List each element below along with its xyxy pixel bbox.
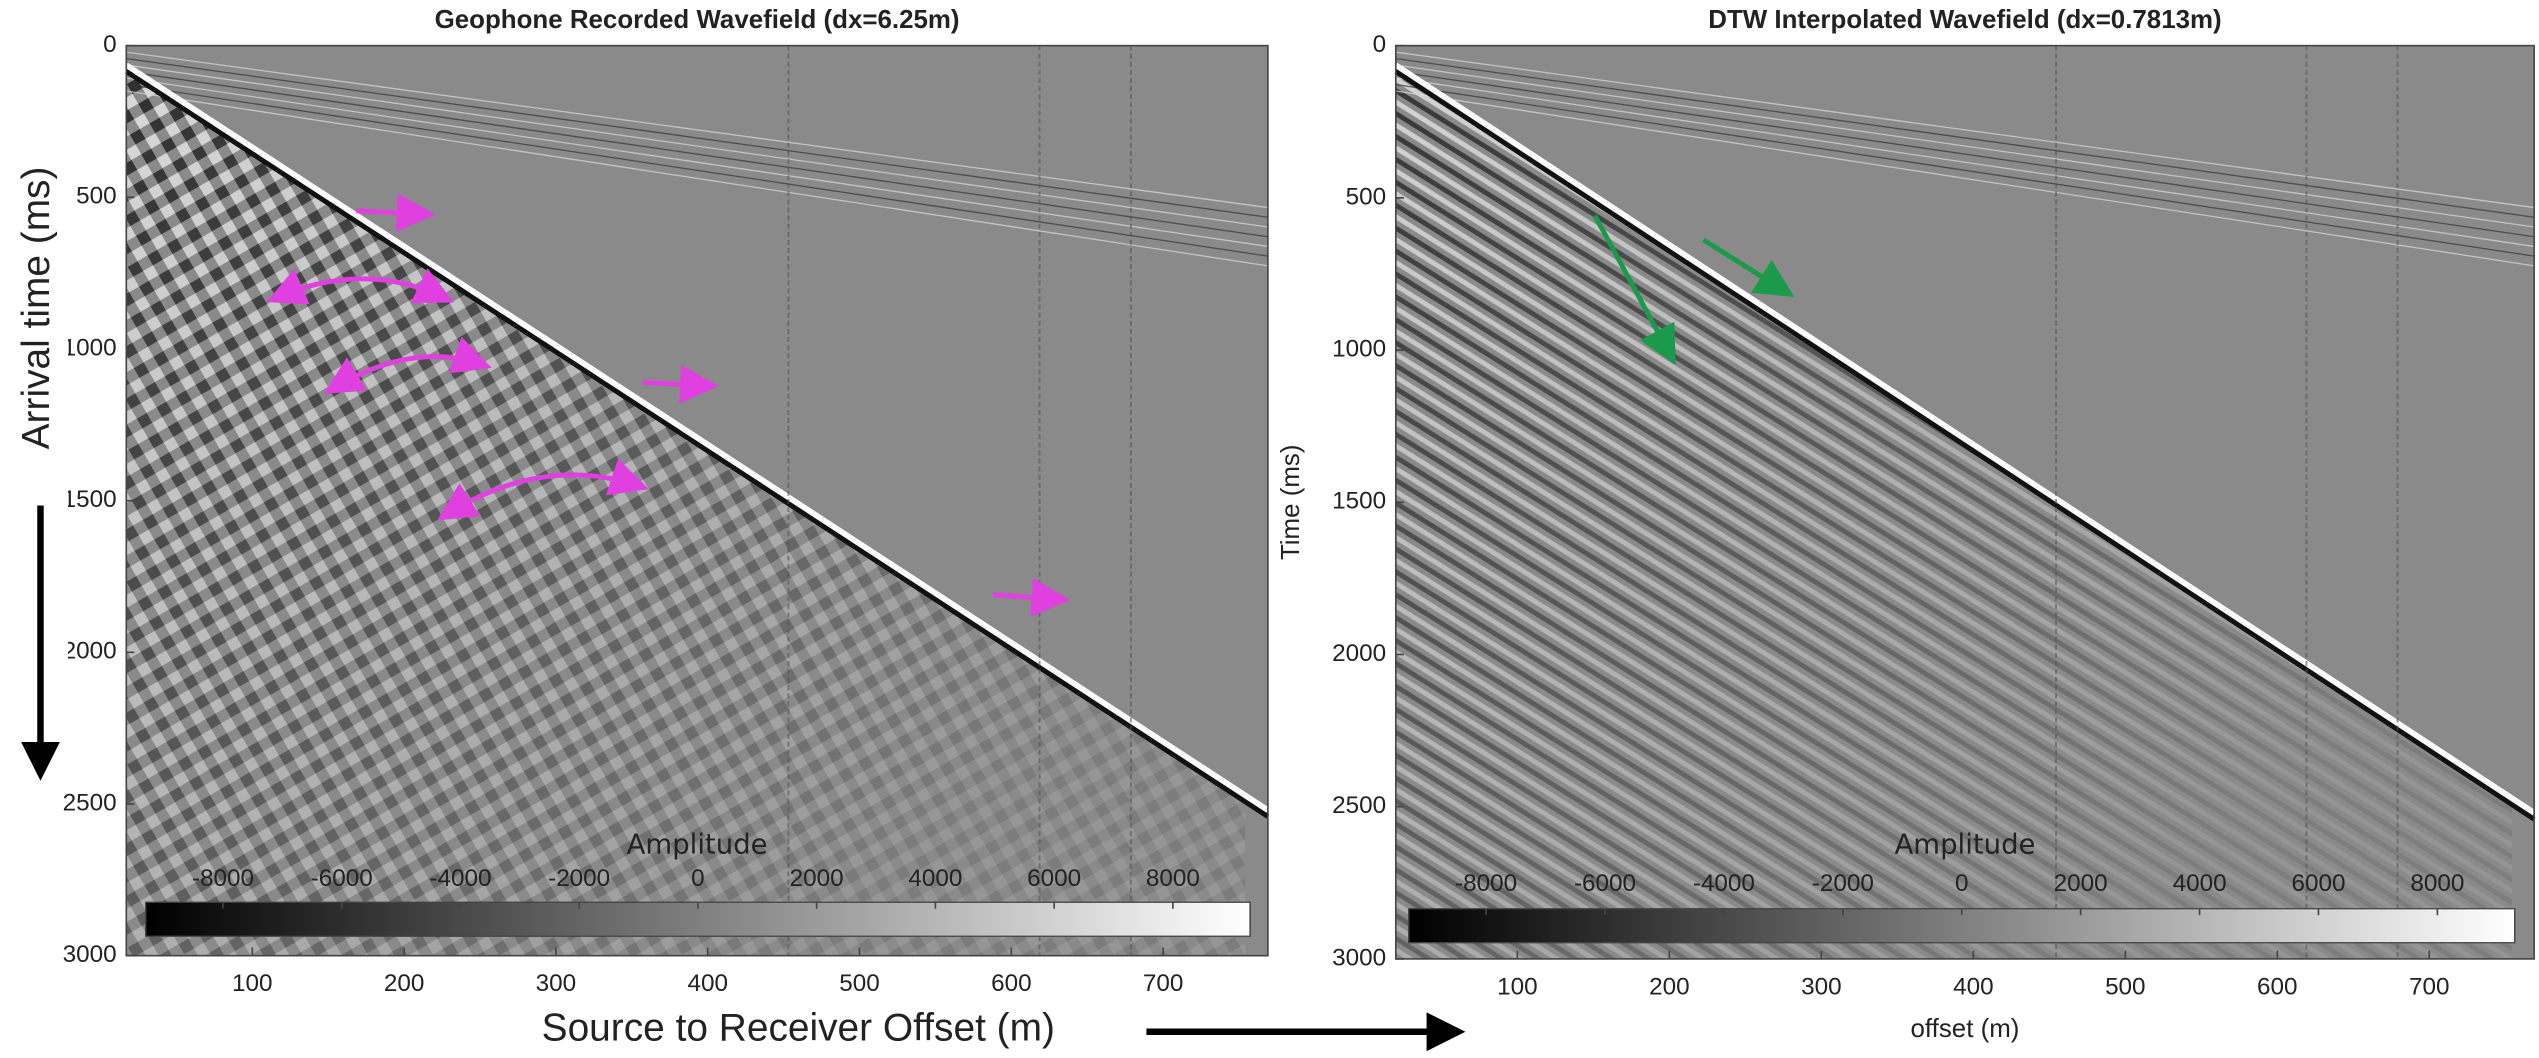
annotation-arrow (1592, 214, 1676, 366)
y-tick-label: 2000 (63, 638, 117, 665)
colorbar-tick-label: -6000 (1574, 870, 1636, 897)
x-annotation: Source to Receiver Offset (m) (542, 1006, 1055, 1049)
colorbar-tick-label: 2000 (2054, 870, 2108, 897)
refraction-line (1395, 70, 2535, 238)
colorbar-tick-label: 0 (691, 865, 705, 892)
x-tick-label: 400 (1953, 973, 1994, 1000)
direct-arrival (124, 62, 1270, 813)
colorbar-tick-label: -8000 (1455, 870, 1517, 897)
y-tick-label: 0 (103, 31, 116, 58)
refraction-line (1395, 90, 2535, 267)
y-annotation: Arrival time (ms) (15, 167, 58, 450)
x-axis-label: offset (m) (1911, 1015, 2020, 1043)
y-tick-label: 3000 (63, 941, 117, 968)
y-axis-label: Time (ms) (1277, 445, 1305, 561)
chart-title: DTW Interpolated Wavefield (dx=0.7813m) (1708, 6, 2221, 34)
colorbar-label: Amplitude (1894, 829, 2035, 861)
y-tick-label: 1500 (1332, 488, 1386, 515)
colorbar-tick-label: -2000 (548, 865, 610, 892)
x-tick-label: 100 (1497, 973, 1538, 1000)
y-tick-label: 1500 (63, 486, 117, 513)
y-tick-label: 2500 (63, 789, 117, 816)
refraction-line (126, 83, 1268, 257)
annotation-arrow (266, 268, 455, 305)
chart-title: Geophone Recorded Wavefield (dx=6.25m) (435, 6, 960, 34)
refraction-line (1395, 57, 2535, 218)
refraction-line (1395, 83, 2535, 257)
x-tick-label: 300 (1801, 973, 1842, 1000)
annotation-arrow (437, 458, 649, 521)
pattern-fade (1395, 65, 2512, 959)
direct-arrival-dark (124, 69, 1270, 819)
y-tick-label: 1000 (1332, 335, 1386, 362)
refraction-line (126, 77, 1268, 248)
refraction-line (126, 51, 1268, 209)
colorbar-tick-label: 2000 (790, 865, 844, 892)
colorbar-tick-label: 6000 (1027, 865, 1081, 892)
refraction-line (126, 70, 1268, 238)
x-tick-label: 500 (2105, 973, 2146, 1000)
x-tick-label: 700 (2409, 973, 2450, 1000)
annotation-arrow (1702, 237, 1795, 297)
refraction-line (1395, 51, 2535, 209)
colorbar-tick-label: 8000 (1146, 865, 1200, 892)
y-tick-label: 500 (76, 183, 116, 210)
x-tick-label: 100 (232, 970, 273, 997)
colorbar-tick-label: 8000 (2410, 870, 2464, 897)
annotation-arrow (992, 577, 1071, 617)
colorbar-tick-label: -8000 (192, 865, 254, 892)
x-tick-label: 600 (2257, 973, 2298, 1000)
annotation-arrow (356, 193, 436, 233)
colorbar-tick-label: -4000 (1693, 870, 1755, 897)
y-tick-label: 1000 (63, 334, 117, 361)
y-tick-label: 2500 (1332, 792, 1386, 819)
annotation-arrow (642, 364, 719, 404)
colorbar-tick-label: 0 (1955, 870, 1969, 897)
colorbar-label: Amplitude (627, 829, 768, 861)
colorbar-tick-label: -4000 (429, 865, 491, 892)
refraction-line (126, 90, 1268, 267)
y-tick-label: 500 (1346, 183, 1387, 210)
colorbar-tick-label: -6000 (311, 865, 373, 892)
refraction-line (126, 64, 1268, 228)
x-tick-label: 300 (536, 970, 576, 997)
y-tick-label: 3000 (1332, 944, 1386, 971)
refraction-line (1395, 77, 2535, 248)
refraction-line (126, 57, 1268, 218)
x-tick-label: 200 (1649, 973, 1690, 1000)
direct-arrival (1394, 62, 2536, 816)
annotation-arrow (323, 336, 492, 394)
x-tick-label: 700 (1143, 970, 1184, 997)
refraction-line (1395, 64, 2535, 228)
y-tick-label: 2000 (1332, 640, 1386, 667)
colorbar-tick-label: 4000 (2173, 870, 2227, 897)
axes-frame (1394, 44, 2535, 960)
colorbar-tick-label: 6000 (2292, 870, 2346, 897)
colorbar-tick-label: 4000 (908, 865, 962, 892)
y-tick-label: 0 (1373, 31, 1387, 58)
x-tick-label: 400 (687, 970, 728, 997)
x-tick-label: 500 (839, 970, 880, 997)
direct-arrival-dark (1394, 69, 2536, 822)
x-tick-label: 600 (991, 970, 1031, 997)
x-tick-label: 200 (384, 970, 425, 997)
colorbar-tick-label: -2000 (1812, 870, 1874, 897)
